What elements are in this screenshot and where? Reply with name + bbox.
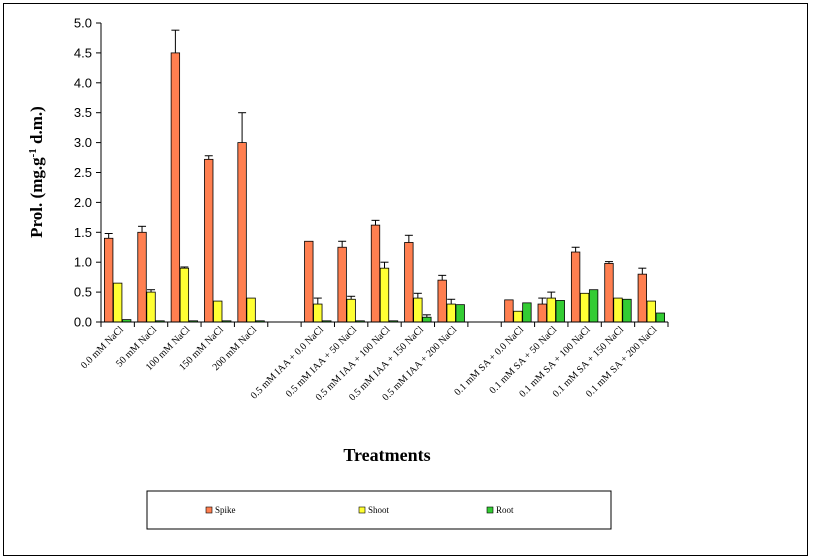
bar-shoot — [613, 297, 623, 323]
bar-spike — [404, 242, 414, 323]
y-tick-label: 1.5 — [74, 225, 92, 240]
bar-shoot — [446, 303, 456, 323]
bar-spike — [237, 142, 247, 323]
bars-layer — [104, 29, 665, 323]
bar-spike — [537, 303, 547, 323]
legend-label-root: Root — [496, 505, 514, 515]
bar-shoot — [513, 310, 523, 323]
bar-root — [422, 316, 432, 323]
bar-spike — [570, 251, 581, 323]
legend-box — [146, 490, 612, 530]
legend-label-shoot: Shoot — [368, 505, 390, 515]
y-axis-title: Prol. (mg.g-1 d.m.) — [27, 106, 46, 238]
bar-spike — [604, 262, 614, 323]
bar-spike — [204, 158, 214, 323]
bar-shoot — [146, 291, 156, 323]
bar-spike — [104, 237, 114, 323]
bar-shoot — [379, 267, 390, 323]
bar-spike — [370, 224, 381, 323]
bar-shoot — [313, 303, 323, 323]
bar-spike — [304, 240, 314, 323]
y-tick-label: 5.0 — [74, 16, 92, 31]
legend-swatch-shoot — [358, 506, 366, 514]
y-tick-label: 3.5 — [74, 105, 92, 120]
bar-shoot — [113, 282, 123, 323]
bar-shoot — [579, 292, 590, 323]
bar-spike — [337, 246, 347, 323]
bar-spike — [637, 273, 647, 323]
y-tick-label: 2.5 — [74, 165, 92, 180]
bar-shoot — [346, 298, 356, 323]
legend-label-spike: Spike — [215, 505, 236, 515]
bar-shoot — [179, 267, 190, 323]
bar-root — [622, 298, 632, 323]
y-tick-label: 3.0 — [74, 135, 92, 150]
bar-shoot — [546, 297, 556, 323]
y-tick-label: 1.0 — [74, 255, 92, 270]
bar-shoot — [413, 297, 423, 323]
y-tick-label: 0.0 — [74, 315, 92, 330]
bar-shoot — [646, 300, 656, 323]
bar-spike — [170, 52, 181, 323]
y-tick-label: 0.5 — [74, 285, 92, 300]
bar-root — [455, 304, 465, 323]
legend: Spike Shoot Root — [146, 490, 612, 530]
y-tick-label: 2.0 — [74, 195, 92, 210]
legend-swatch-root — [486, 506, 494, 514]
legend-items: Spike Shoot Root — [205, 505, 514, 515]
bar-spike — [137, 231, 147, 323]
bar-spike — [437, 279, 447, 323]
bar-spike — [504, 299, 514, 323]
legend-swatch-spike — [205, 506, 213, 514]
bar-root — [522, 302, 532, 323]
bar-root — [555, 300, 565, 323]
y-tick-label: 4.0 — [74, 75, 92, 90]
y-tick-label: 4.5 — [74, 45, 92, 60]
bar-shoot — [246, 297, 256, 323]
bar-shoot — [213, 300, 223, 323]
bar-root — [588, 289, 599, 323]
y-ticks: 0.0 0.5 1.0 1.5 2.0 2.5 3.0 3.5 4.0 4.5 5.0 — [74, 16, 101, 330]
x-axis-title: Treatments — [343, 445, 430, 465]
bar-root — [655, 312, 665, 323]
